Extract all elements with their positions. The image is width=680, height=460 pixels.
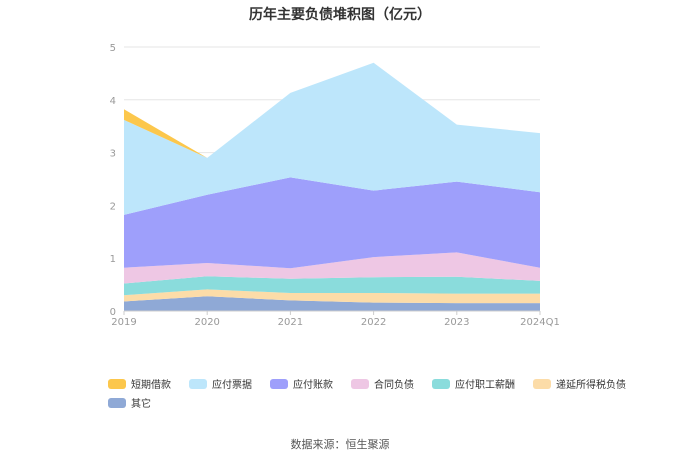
legend-item[interactable]: 应付账款: [270, 377, 333, 391]
data-source-note: 数据来源：恒生聚源: [290, 438, 390, 451]
legend-swatch: [189, 378, 207, 389]
legend-label: 递延所得税负债: [556, 380, 626, 391]
area-series-3: [124, 252, 540, 284]
area-series-5: [124, 62, 540, 215]
legend-swatch: [351, 378, 369, 389]
legend-label: 短期借款: [131, 380, 171, 391]
x-tick-label: 2023: [444, 317, 469, 328]
legend-item[interactable]: 合同负债: [351, 377, 414, 391]
chart-legend: 短期借款 应付票据 应付账款 合同负债 应付职工薪酬 递延所得税负债其它: [108, 377, 628, 410]
legend-item[interactable]: 应付职工薪酬: [432, 377, 515, 391]
legend-item[interactable]: 短期借款: [108, 377, 171, 391]
legend-label: 其它: [131, 399, 151, 410]
stacked-area-chart: 0 1 2 3 4 5 2019 2020 2021 2022 2023 2024Q1: [110, 43, 560, 328]
area-series-4: [124, 177, 540, 269]
area-series-2: [124, 276, 540, 296]
y-tick-label: 5: [110, 43, 116, 54]
axis-layer: 0 1 2 3 4 5 2019 2020 2021 2022 2023 2024Q1: [110, 43, 560, 328]
legend-swatch: [432, 378, 450, 389]
legend-label: 应付职工薪酬: [455, 380, 515, 391]
legend-label: 应付票据: [212, 380, 252, 391]
legend-item[interactable]: 其它: [108, 396, 151, 410]
area-layer: [124, 62, 540, 311]
area-series-1: [124, 289, 540, 304]
y-tick-label: 3: [110, 149, 116, 160]
legend-label: 应付账款: [293, 380, 333, 391]
chart-title: 历年主要负债堆积图（亿元）: [249, 7, 431, 23]
x-tick-label: 2021: [278, 317, 303, 328]
legend-swatch: [108, 378, 126, 389]
y-tick-label: 1: [110, 254, 116, 265]
y-tick-label: 2: [110, 201, 116, 212]
legend-swatch: [108, 397, 126, 408]
legend-item[interactable]: 递延所得税负债: [533, 377, 626, 391]
x-tick-label: 2020: [194, 317, 219, 328]
legend-label: 合同负债: [374, 380, 414, 391]
y-tick-label: 0: [110, 307, 116, 318]
y-tick-label: 4: [110, 96, 116, 107]
legend-swatch: [270, 378, 288, 389]
x-tick-label: 2019: [111, 317, 136, 328]
area-series-0: [124, 296, 540, 311]
legend-swatch: [533, 378, 551, 389]
legend-item[interactable]: 应付票据: [189, 377, 252, 391]
x-tick-label: 2024Q1: [520, 317, 560, 328]
x-tick-label: 2022: [361, 317, 386, 328]
